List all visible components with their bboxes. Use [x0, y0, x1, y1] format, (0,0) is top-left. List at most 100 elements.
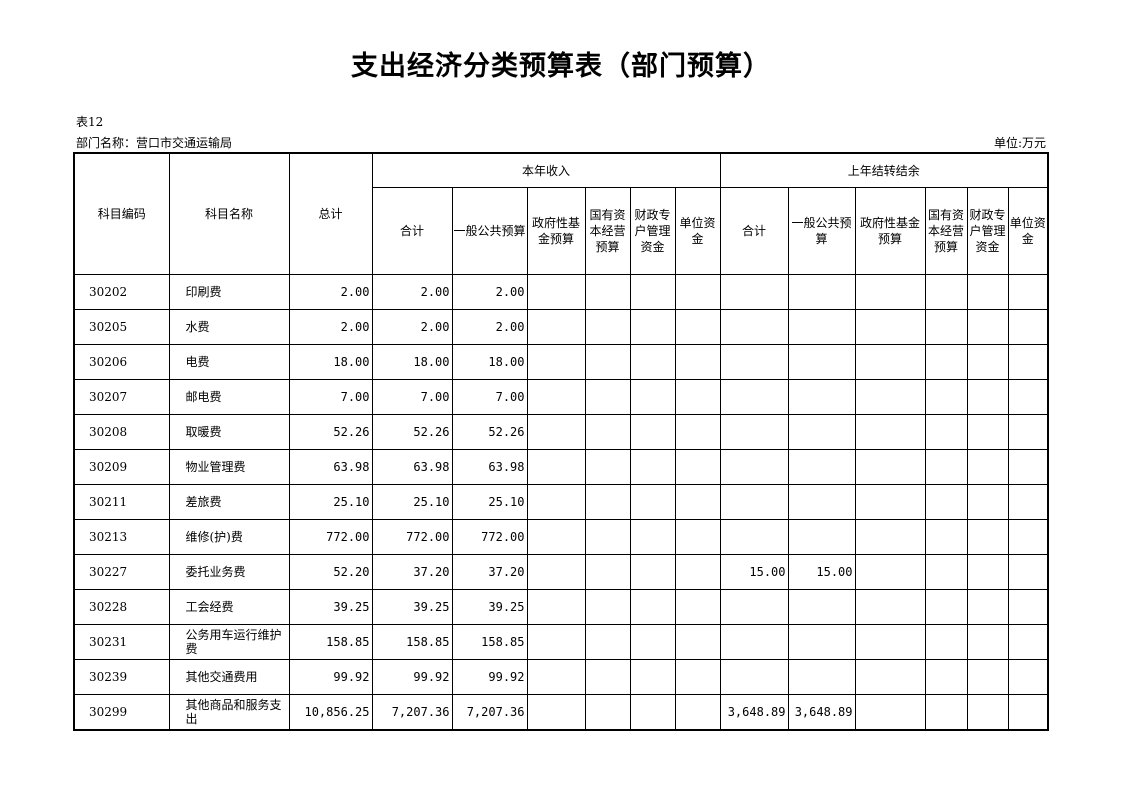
cell-value — [787, 379, 856, 415]
cell-value — [526, 659, 586, 695]
cell-value — [526, 449, 586, 485]
cell-value: 99.92 — [288, 659, 373, 695]
cell-value — [854, 414, 926, 450]
cell-value — [1007, 309, 1049, 345]
cell-value: 7.00 — [371, 379, 453, 415]
cell-value: 39.25 — [371, 589, 453, 625]
cell-value: 772.00 — [451, 519, 528, 555]
cell-value — [787, 484, 856, 520]
header-prior-2: 政府性基金预算 — [854, 187, 926, 275]
cell-value — [526, 344, 586, 380]
cell-value — [854, 589, 926, 625]
table-number: 表12 — [76, 115, 104, 129]
cell-value — [854, 379, 926, 415]
cell-value — [629, 589, 676, 625]
cell-value: 772.00 — [288, 519, 373, 555]
cell-value: 37.20 — [451, 554, 528, 590]
cell-name: 水费 — [168, 309, 290, 345]
cell-value — [1007, 589, 1049, 625]
cell-value: 3,648.89 — [719, 694, 789, 731]
cell-value — [629, 414, 676, 450]
cell-value: 3,648.89 — [787, 694, 856, 731]
cell-value — [787, 309, 856, 345]
cell-value: 158.85 — [288, 624, 373, 660]
cell-value — [674, 484, 721, 520]
cell-name: 物业管理费 — [168, 449, 290, 485]
cell-value — [584, 589, 631, 625]
header-code: 科目编码 — [73, 152, 170, 275]
table-row: 30206 电费 18.00 18.00 18.00 — [73, 344, 1049, 380]
cell-value — [1007, 414, 1049, 450]
cell-value — [924, 274, 968, 310]
cell-value — [584, 449, 631, 485]
cell-value — [719, 624, 789, 660]
cell-value — [629, 659, 676, 695]
cell-value — [584, 624, 631, 660]
cell-value — [966, 344, 1009, 380]
cell-value: 15.00 — [787, 554, 856, 590]
cell-value: 52.26 — [371, 414, 453, 450]
cell-value — [674, 659, 721, 695]
cell-value — [674, 519, 721, 555]
cell-name: 维修(护)费 — [168, 519, 290, 555]
cell-code: 30211 — [73, 484, 170, 520]
department-name: 部门名称：营口市交通运输局 — [76, 136, 233, 150]
cell-value — [966, 484, 1009, 520]
cell-value — [719, 344, 789, 380]
cell-value: 2.00 — [288, 309, 373, 345]
cell-code: 30209 — [73, 449, 170, 485]
cell-value: 2.00 — [371, 309, 453, 345]
cell-value — [629, 274, 676, 310]
cell-value — [966, 694, 1009, 731]
cell-value — [719, 274, 789, 310]
cell-name: 电费 — [168, 344, 290, 380]
header-prior-1: 一般公共预算 — [787, 187, 856, 275]
cell-value: 52.26 — [451, 414, 528, 450]
cell-value — [787, 659, 856, 695]
header-current-year: 本年收入 — [371, 152, 721, 188]
cell-value: 7.00 — [288, 379, 373, 415]
header-total: 总计 — [288, 152, 373, 275]
cell-value — [526, 274, 586, 310]
cell-value — [719, 379, 789, 415]
header-cur-5: 单位资金 — [674, 187, 721, 275]
cell-value — [719, 449, 789, 485]
cell-value — [924, 344, 968, 380]
cell-value — [584, 554, 631, 590]
cell-value — [674, 554, 721, 590]
cell-value — [854, 624, 926, 660]
cell-value — [719, 309, 789, 345]
cell-name: 其他交通费用 — [168, 659, 290, 695]
cell-name: 工会经费 — [168, 589, 290, 625]
cell-value — [787, 519, 856, 555]
cell-value: 2.00 — [451, 309, 528, 345]
cell-value — [674, 624, 721, 660]
cell-value — [966, 554, 1009, 590]
cell-value — [1007, 519, 1049, 555]
cell-value — [854, 484, 926, 520]
cell-value — [719, 484, 789, 520]
cell-value — [719, 659, 789, 695]
cell-value — [966, 449, 1009, 485]
cell-value — [674, 379, 721, 415]
cell-value — [526, 309, 586, 345]
cell-code: 30208 — [73, 414, 170, 450]
cell-value — [526, 379, 586, 415]
cell-value — [924, 519, 968, 555]
cell-name: 邮电费 — [168, 379, 290, 415]
cell-value — [966, 379, 1009, 415]
cell-value — [629, 344, 676, 380]
cell-value: 18.00 — [288, 344, 373, 380]
cell-value — [584, 274, 631, 310]
cell-value — [924, 379, 968, 415]
table-row: 30202 印刷费 2.00 2.00 2.00 — [73, 274, 1049, 310]
table-row: 30239 其他交通费用 99.92 99.92 99.92 — [73, 659, 1049, 695]
cell-value — [584, 379, 631, 415]
cell-value: 99.92 — [371, 659, 453, 695]
cell-value — [924, 694, 968, 731]
cell-value: 10,856.25 — [288, 694, 373, 731]
header-cur-2: 政府性基金预算 — [526, 187, 586, 275]
table-row: 30207 邮电费 7.00 7.00 7.00 — [73, 379, 1049, 415]
cell-value — [924, 449, 968, 485]
cell-value — [787, 589, 856, 625]
